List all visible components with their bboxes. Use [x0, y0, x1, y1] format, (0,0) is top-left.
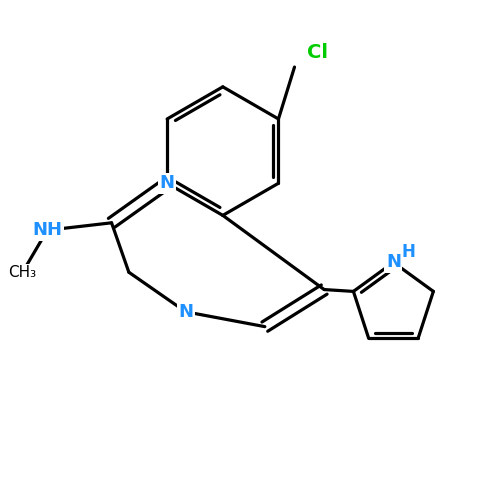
Text: N: N	[160, 174, 174, 192]
Text: Cl: Cl	[307, 42, 328, 62]
Text: H: H	[402, 244, 415, 262]
Text: N: N	[386, 254, 401, 272]
Text: CH₃: CH₃	[8, 265, 36, 280]
Text: N: N	[178, 303, 193, 321]
Text: NH: NH	[32, 221, 62, 239]
